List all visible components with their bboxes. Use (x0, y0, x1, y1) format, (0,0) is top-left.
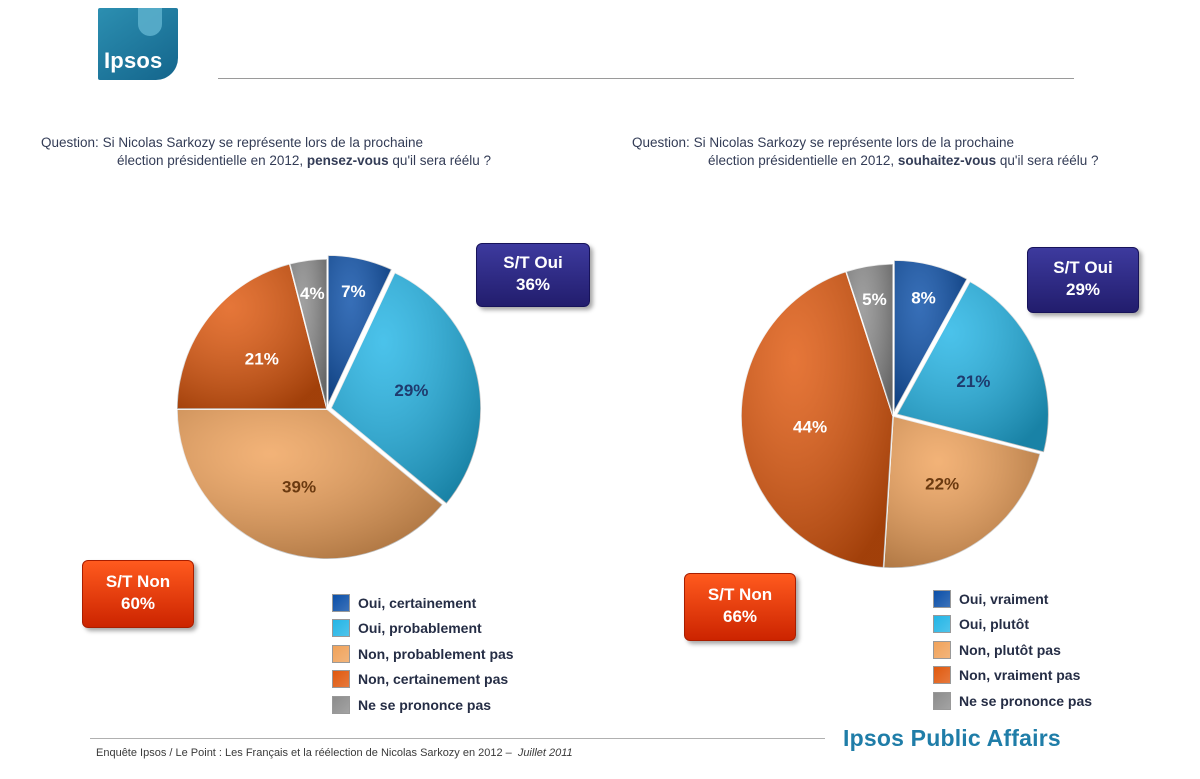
pie-label-0-1: 29% (394, 381, 428, 400)
pie-slice-shade-1-1 (896, 281, 1049, 453)
question-left-label: Question: (41, 135, 99, 150)
pie-label-1-1: 21% (956, 372, 990, 391)
legend-label-1-1: Oui, plutôt (959, 616, 1029, 633)
pie-slice-shade-1-3 (741, 271, 893, 568)
legend-swatch-1-1 (933, 615, 951, 634)
legend-swatch-0-2 (332, 644, 350, 663)
subtotal-non-label-right: S/T Non (707, 585, 773, 604)
legend-item-0-3: Non, certainement pas (332, 667, 514, 693)
logo-mark-icon (138, 8, 162, 36)
legend-item-1-0: Oui, vraiment (933, 586, 1092, 612)
ipsos-logo: Ipsos (98, 8, 178, 80)
legend-swatch-0-0 (332, 593, 350, 612)
subtotal-non-value-left: 60% (120, 594, 156, 613)
subtotal-oui-value-right: 29% (1065, 280, 1101, 299)
pie-label-1-0: 8% (911, 288, 936, 307)
legend-label-0-4: Ne se prononce pas (358, 696, 492, 713)
subtotal-oui-label-right: S/T Oui (1053, 258, 1113, 277)
subtotal-non-badge-right: S/T Non 66% (684, 573, 796, 641)
subtotal-oui-value-left: 36% (515, 275, 551, 294)
subtotal-non-badge-left: S/T Non 60% (82, 560, 194, 628)
question-left-line2-pre: élection présidentielle en 2012, (117, 153, 307, 168)
question-left: Question: Si Nicolas Sarkozy se représen… (41, 134, 601, 170)
brand-name: Ipsos Public Affairs (843, 725, 1061, 751)
question-right-line1: Si Nicolas Sarkozy se représente lors de… (693, 135, 1014, 150)
legend-swatch-1-4 (933, 691, 951, 710)
question-right-line2-pre: élection présidentielle en 2012, (708, 153, 898, 168)
legend-item-0-4: Ne se prononce pas (332, 692, 514, 718)
legend-label-1-4: Ne se prononce pas (959, 692, 1093, 709)
pie-label-0-3: 21% (245, 349, 279, 368)
pie-slice-shade-0-3 (177, 263, 327, 409)
legend-swatch-1-0 (933, 589, 951, 608)
legend-swatch-0-3 (332, 670, 350, 689)
pie-slice-shade-0-4 (289, 259, 327, 409)
pie-slice-shade-0-2 (177, 409, 443, 559)
legend-swatch-1-3 (933, 666, 951, 685)
question-left-line2: élection présidentielle en 2012, pensez-… (41, 152, 601, 170)
legend-swatch-1-2 (933, 640, 951, 659)
legend-label-1-0: Oui, vraiment (959, 590, 1049, 607)
subtotal-oui-label-left: S/T Oui (503, 253, 563, 272)
legend-label-0-0: Oui, certainement (358, 594, 477, 611)
pie-slice-shade-1-2 (883, 416, 1041, 569)
question-left-line2-post: qu'il sera réélu ? (388, 153, 492, 168)
footer-source-text: Enquête Ipsos / Le Point : Les Français … (96, 747, 512, 759)
question-right-line2-post: qu'il sera réélu ? (996, 153, 1099, 168)
legend-right: Oui, vraiment Oui, plutôt Non, plutôt pas N… (933, 586, 1092, 714)
question-right-line2: élection présidentielle en 2012, souhait… (632, 152, 1192, 170)
question-right-emphasis: souhaitez-vous (897, 153, 997, 168)
header-divider (218, 78, 1074, 79)
pie-label-0-0: 7% (341, 282, 366, 301)
question-right-label: Question: (632, 135, 690, 150)
legend-item-1-2: Non, plutôt pas (933, 637, 1092, 663)
pie-label-0-2: 39% (282, 478, 316, 497)
subtotal-oui-badge-right: S/T Oui 29% (1027, 247, 1139, 313)
legend-item-0-1: Oui, probablement (332, 616, 514, 642)
legend-swatch-0-1 (332, 619, 350, 638)
question-right: Question: Si Nicolas Sarkozy se représen… (632, 134, 1192, 170)
legend-label-0-2: Non, probablement pas (358, 645, 514, 662)
legend-label-0-3: Non, certainement pas (358, 671, 509, 688)
footer-date: Juillet 2011 (517, 747, 573, 759)
pie-label-0-4: 4% (300, 284, 325, 303)
pie-label-1-4: 5% (862, 290, 887, 309)
pie-chart-pensez: 7% 29% 39% 21% 4% (176, 254, 482, 560)
pie-slice-shade-1-4 (846, 264, 893, 416)
legend-label-1-3: Non, vraiment pas (959, 667, 1081, 684)
legend-item-1-3: Non, vraiment pas (933, 663, 1092, 689)
subtotal-oui-badge-left: S/T Oui 36% (476, 243, 590, 307)
pie-slice-shade-0-1 (330, 272, 481, 504)
legend-item-0-2: Non, probablement pas (332, 641, 514, 667)
pie-slice-shade-0-0 (327, 255, 392, 406)
legend-left: Oui, certainement Oui, probablement Non, p… (332, 590, 514, 718)
legend-item-1-4: Ne se prononce pas (933, 688, 1092, 714)
legend-item-1-1: Oui, plutôt (933, 612, 1092, 638)
legend-label-0-1: Oui, probablement (358, 620, 482, 637)
legend-label-1-2: Non, plutôt pas (959, 641, 1061, 658)
footer-source: Enquête Ipsos / Le Point : Les Français … (96, 747, 573, 759)
logo-text: Ipsos (104, 48, 163, 73)
footer-divider (90, 738, 825, 739)
question-left-emphasis: pensez-vous (306, 153, 389, 168)
pie-chart-souhaitez: 8% 21% 22% 44% 5% (740, 259, 1050, 569)
legend-swatch-0-4 (332, 695, 350, 714)
pie-slice-shade-1-0 (893, 260, 968, 413)
subtotal-non-value-right: 66% (722, 607, 758, 626)
pie-label-1-2: 22% (925, 475, 959, 494)
question-left-line1: Si Nicolas Sarkozy se représente lors de… (102, 135, 423, 150)
legend-item-0-0: Oui, certainement (332, 590, 514, 616)
subtotal-non-label-left: S/T Non (105, 572, 171, 591)
pie-label-1-3: 44% (793, 417, 827, 436)
